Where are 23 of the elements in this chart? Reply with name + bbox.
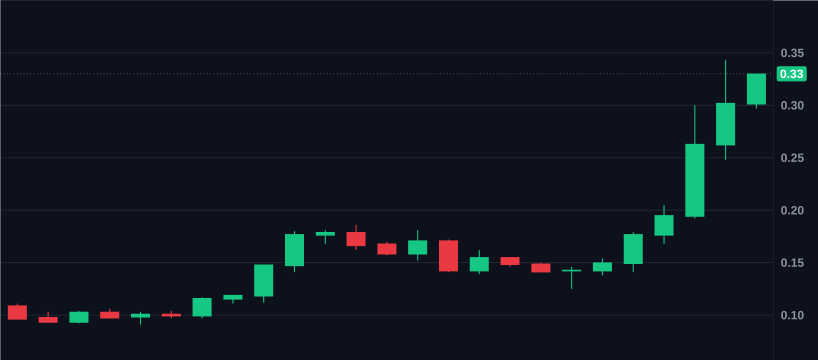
y-tick-label: 0.35 <box>781 48 804 57</box>
candlestick <box>131 311 150 325</box>
y-tick-label: 0.15 <box>781 258 804 267</box>
candlestick <box>316 229 335 244</box>
candlestick <box>377 240 396 256</box>
candlestick <box>470 249 489 274</box>
candlestick <box>69 310 88 324</box>
candlestick <box>346 224 366 250</box>
y-tick-label: 0.30 <box>781 100 804 110</box>
candlestick <box>38 311 58 323</box>
ref-line-label: 0.33 <box>780 69 803 78</box>
candlestick <box>500 256 520 268</box>
candlestick <box>408 229 428 261</box>
candlestick <box>562 266 582 290</box>
candlestick <box>100 308 120 319</box>
candlestick <box>8 302 27 320</box>
candlestick <box>654 204 674 244</box>
candlestick <box>192 296 212 319</box>
y-tick-label: 0.25 <box>781 153 804 162</box>
y-tick-label: 0.10 <box>781 310 804 320</box>
candlestick <box>592 258 612 276</box>
candlestick <box>531 262 550 272</box>
y-tick-label: 0.20 <box>781 206 804 214</box>
